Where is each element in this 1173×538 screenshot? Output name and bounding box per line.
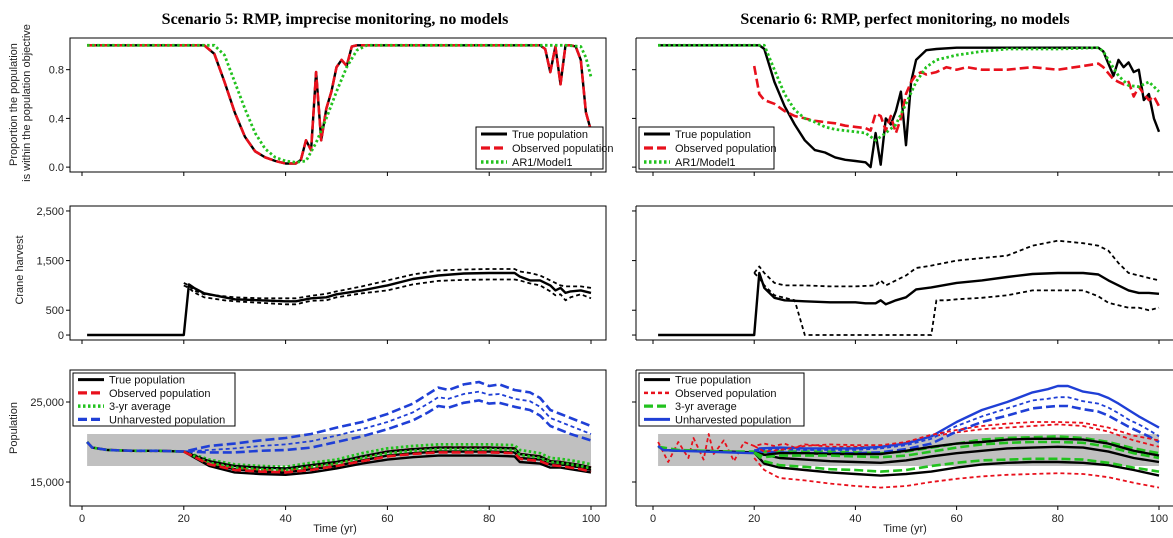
legend-label: True population bbox=[109, 375, 185, 387]
legend-box bbox=[638, 372, 805, 427]
series-line-3 bbox=[753, 272, 1160, 336]
legend-label: True population bbox=[512, 129, 588, 141]
legend-label: 3-yr average bbox=[675, 401, 737, 413]
series-line-2 bbox=[87, 43, 593, 165]
ytick-label: 0.0 bbox=[49, 162, 64, 174]
series-line-11 bbox=[753, 440, 1160, 460]
legend-label: True population bbox=[675, 129, 751, 141]
xtick-label: 80 bbox=[483, 513, 495, 525]
legend-label: AR1/Model1 bbox=[675, 157, 736, 169]
legend: True population Observed population AR1/Mo… bbox=[475, 126, 614, 170]
legend-label: Observed population bbox=[675, 143, 777, 155]
panel-3: 0 500 1,500 2,500 bbox=[36, 205, 607, 344]
series-line-4 bbox=[86, 380, 592, 453]
panel-5: 15,000 25,000 0 20 40 60 80 100 True populationO… bbox=[30, 369, 607, 525]
ytick-label: 25,000 bbox=[30, 397, 64, 409]
xtick-label: 40 bbox=[849, 513, 861, 525]
series-layer bbox=[658, 43, 1161, 169]
panel-5-xlabel: Time (yr) bbox=[313, 523, 357, 535]
series-line-10 bbox=[183, 450, 592, 474]
panel-6-xlabel: Time (yr) bbox=[883, 523, 927, 535]
series-layer bbox=[87, 43, 593, 165]
series-line-4 bbox=[657, 384, 1160, 455]
legend-label: Unharvested population bbox=[109, 414, 225, 426]
xtick-label: 100 bbox=[1150, 513, 1168, 525]
series-line-9 bbox=[753, 421, 1160, 453]
series-line-8 bbox=[753, 451, 1160, 477]
xtick-label: 100 bbox=[582, 513, 600, 525]
series-line-7 bbox=[753, 437, 1160, 457]
legend-label: AR1/Model1 bbox=[512, 157, 573, 169]
plot-frame bbox=[69, 37, 607, 173]
panel-1: 0.0 0.4 0.8 True population Observed populat… bbox=[49, 37, 614, 176]
series-line-1 bbox=[87, 271, 592, 337]
series-layer bbox=[87, 268, 592, 337]
series-line-3 bbox=[87, 43, 593, 164]
xtick-label: 20 bbox=[748, 513, 760, 525]
legend-label: Observed population bbox=[109, 388, 211, 400]
series-line-5 bbox=[754, 396, 1160, 451]
chart-title-scenario-6: Scenario 6: RMP, perfect monitoring, no … bbox=[740, 11, 1069, 28]
panel-3-ylabel: Crane harvest bbox=[14, 235, 26, 304]
panel-1-ylabel-line-1: Proportion the population bbox=[8, 43, 20, 166]
series-line-10 bbox=[753, 457, 1160, 489]
series-line-6 bbox=[183, 399, 592, 454]
ytick-label: 15,000 bbox=[30, 477, 64, 489]
xtick-label: 20 bbox=[178, 513, 190, 525]
series-layer bbox=[657, 384, 1160, 489]
series-line-8 bbox=[183, 450, 592, 476]
panel-1-ylabel: Proportion the population is within the … bbox=[8, 24, 33, 182]
series-layer bbox=[86, 380, 592, 476]
chart-title-scenario-5: Scenario 5: RMP, imprecise monitoring, n… bbox=[162, 11, 509, 28]
ytick-label: 1,500 bbox=[36, 256, 64, 268]
panel-2: True population Observed population AR1/Mo… bbox=[632, 37, 1173, 176]
legend-label: True population bbox=[675, 375, 751, 387]
xtick-label: 60 bbox=[381, 513, 393, 525]
series-line-1 bbox=[658, 44, 1161, 169]
xtick-label: 40 bbox=[279, 513, 291, 525]
legend-label: 3-yr average bbox=[109, 401, 171, 413]
xtick-label: 80 bbox=[1052, 513, 1064, 525]
legend: True population Observed population AR1/Mo… bbox=[638, 126, 777, 170]
panel-5-ylabel: Population bbox=[8, 402, 20, 454]
series-line-3 bbox=[658, 43, 1160, 142]
series-line-9 bbox=[183, 447, 592, 472]
series-line-2 bbox=[183, 268, 592, 300]
series-line-2 bbox=[753, 239, 1160, 288]
series-line-3 bbox=[183, 278, 592, 306]
ytick-label: 0 bbox=[58, 330, 64, 342]
legend-box bbox=[72, 372, 236, 427]
ytick-label: 0.8 bbox=[49, 65, 64, 77]
series-line-3 bbox=[86, 441, 592, 469]
legend-label: Observed population bbox=[512, 143, 614, 155]
panel-1-ylabel-line-2: is within the population objective bbox=[21, 24, 33, 182]
series-line-5 bbox=[183, 390, 592, 453]
ytick-label: 0.4 bbox=[49, 113, 64, 125]
xtick-label: 0 bbox=[79, 513, 85, 525]
panel-4 bbox=[632, 205, 1173, 344]
xtick-label: 0 bbox=[650, 513, 656, 525]
legend-label: Observed population bbox=[675, 388, 777, 400]
ytick-label: 2,500 bbox=[36, 206, 64, 218]
ytick-label: 500 bbox=[46, 305, 64, 317]
plot-frame bbox=[69, 369, 607, 507]
plot-frame bbox=[69, 205, 607, 341]
xtick-label: 60 bbox=[950, 513, 962, 525]
series-line-1 bbox=[658, 271, 1160, 337]
legend-label: Unharvested population bbox=[675, 414, 791, 426]
series-layer bbox=[658, 239, 1160, 337]
